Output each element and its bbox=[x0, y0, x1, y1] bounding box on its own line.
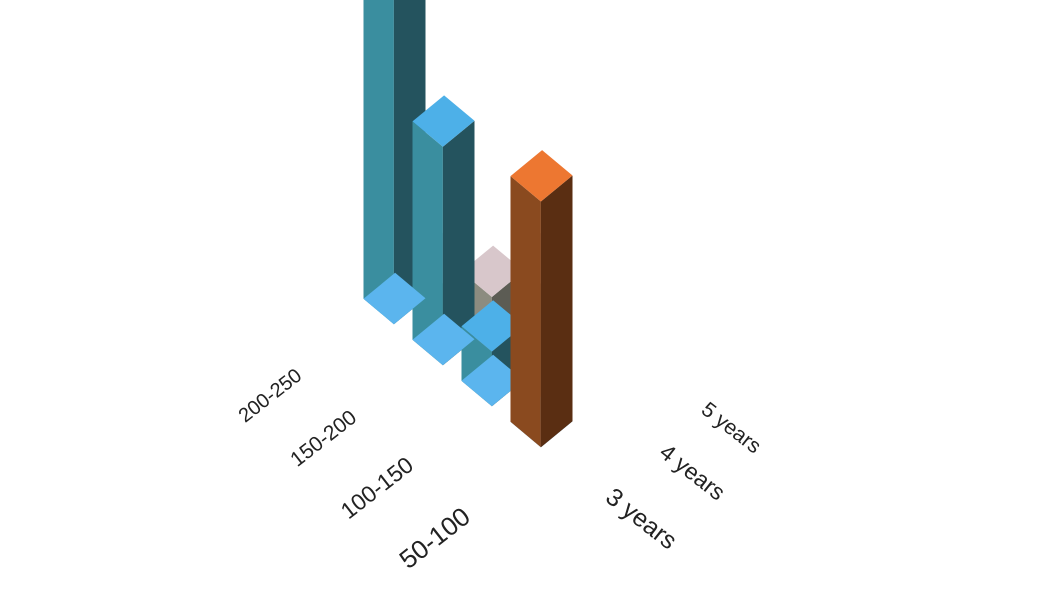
bar-3-years-50-100 bbox=[510, 150, 573, 448]
series-tick-label: 3 years bbox=[600, 483, 682, 556]
bar-side-face bbox=[540, 175, 573, 448]
zero-value-tile bbox=[412, 313, 475, 366]
bar-top-face bbox=[461, 300, 524, 352]
series-tick-label: 4 years bbox=[655, 438, 730, 505]
bar-top-face bbox=[412, 95, 475, 147]
zero-value-tile bbox=[461, 354, 524, 407]
zero-value-tile bbox=[363, 272, 426, 325]
series-tick-label: 5 years bbox=[697, 398, 765, 459]
bar-front-face bbox=[412, 121, 443, 366]
bar-side-face bbox=[442, 120, 475, 366]
bar-top-face bbox=[461, 245, 524, 297]
bar-front-face bbox=[510, 176, 541, 448]
bar-top-face bbox=[510, 150, 573, 202]
category-tick-label: 150-200 bbox=[286, 406, 361, 472]
bar-4-years-150-200 bbox=[412, 95, 475, 366]
bar-3-years-150-200 bbox=[412, 313, 475, 366]
bar-3-years-200-250 bbox=[363, 272, 426, 325]
category-tick-label: 100-150 bbox=[336, 451, 419, 523]
category-tick-label: 200-250 bbox=[235, 365, 306, 428]
bar-3-years-100-150 bbox=[461, 354, 524, 407]
category-tick-label: 50-100 bbox=[393, 501, 475, 574]
bar-front-face bbox=[363, 0, 394, 325]
